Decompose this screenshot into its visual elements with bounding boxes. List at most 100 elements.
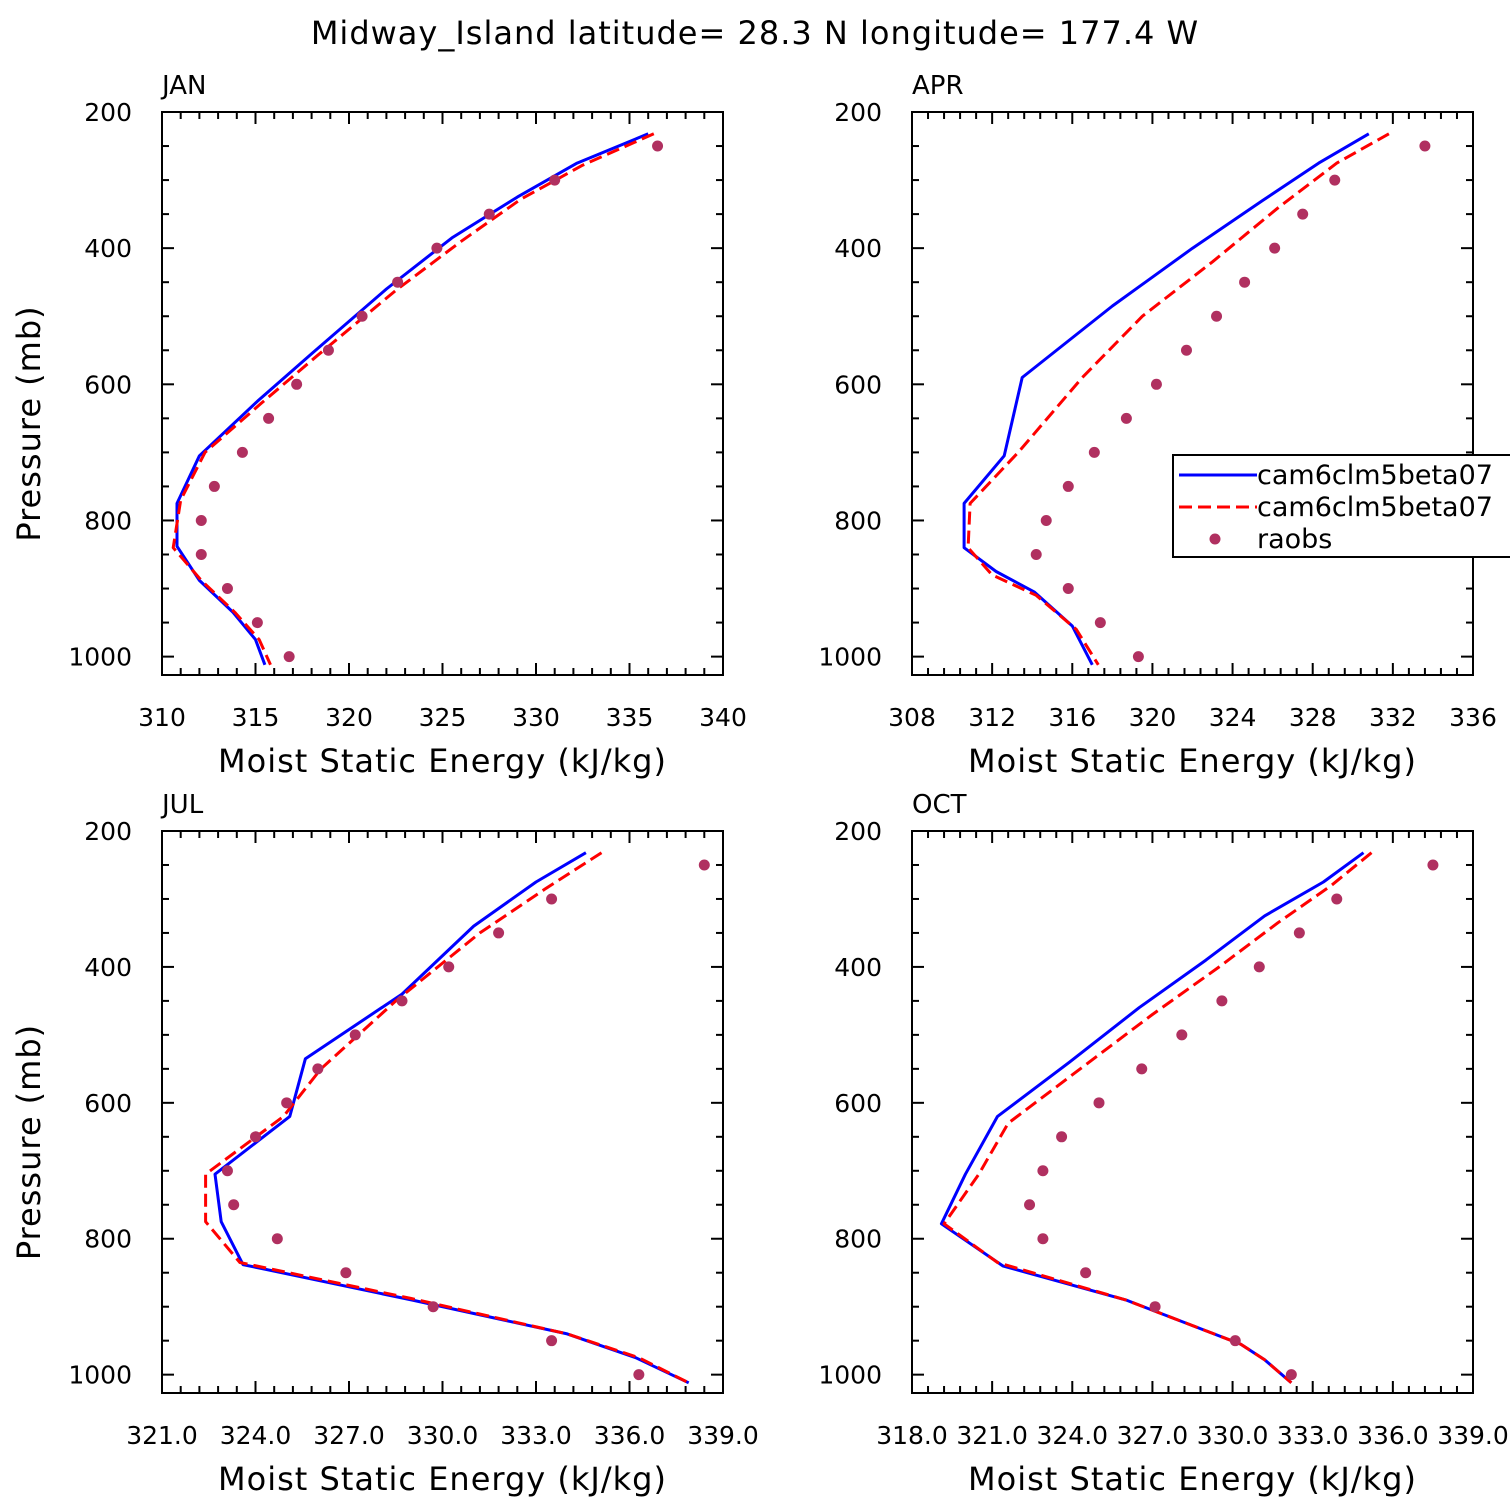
- raobs-point: [1024, 1199, 1036, 1211]
- y-tick-label: 1000: [818, 643, 882, 672]
- panel-label: JUL: [160, 790, 204, 820]
- y-tick-label: 600: [84, 1089, 132, 1118]
- x-tick-label: 327.0: [313, 1421, 385, 1450]
- raobs-point: [1132, 651, 1144, 663]
- x-tick-label: 328: [1289, 703, 1337, 732]
- raobs-point: [312, 1063, 324, 1075]
- panel-label: JAN: [160, 71, 206, 101]
- series-group: [939, 851, 1439, 1384]
- y-tick-label: 1000: [68, 1361, 132, 1390]
- y-tick-label: 800: [84, 506, 132, 535]
- raobs-point: [1239, 276, 1251, 288]
- raobs-point: [356, 310, 368, 322]
- raobs-point: [652, 140, 664, 152]
- panel-label: OCT: [912, 790, 967, 820]
- raobs-point: [1136, 1063, 1148, 1075]
- raobs-point: [251, 617, 263, 629]
- y-tick-label: 400: [84, 234, 132, 263]
- y-tick-label: 400: [834, 953, 882, 982]
- raobs-point: [1030, 549, 1042, 561]
- raobs-point: [1120, 412, 1132, 424]
- legend-label: raobs: [1257, 524, 1332, 555]
- raobs-point: [236, 446, 248, 458]
- raobs-point: [1427, 859, 1439, 871]
- y-tick-label: 200: [834, 98, 882, 127]
- legend-label: cam6clm5beta07: [1257, 460, 1493, 491]
- plot-frame: [161, 830, 724, 1394]
- model-line-solid: [175, 132, 649, 666]
- raobs-point: [1056, 1131, 1068, 1143]
- x-tick-label: 324.0: [1036, 1421, 1108, 1450]
- y-tick-label: 400: [834, 234, 882, 263]
- raobs-point: [1253, 961, 1265, 973]
- raobs-point: [263, 412, 275, 424]
- y-axis-label: Pressure (mb): [10, 1024, 48, 1260]
- panel-label: APR: [912, 71, 964, 101]
- raobs-point: [1062, 583, 1074, 595]
- raobs-point: [1062, 480, 1074, 492]
- panel-oct: OCT 318.0 321.0 324.0 327.0 330.0 333.0 336.0 33…: [818, 790, 1508, 1498]
- x-tick-label: 332: [1369, 703, 1417, 732]
- x-tick-label: 321.0: [956, 1421, 1028, 1450]
- y-tick-label: 200: [834, 817, 882, 846]
- raobs-point: [549, 174, 561, 186]
- x-tick-label: 320: [325, 703, 373, 732]
- model-line-dashed: [204, 851, 690, 1385]
- x-tick-label: 324.0: [220, 1421, 292, 1450]
- y-tick-label: 800: [84, 1225, 132, 1254]
- x-tick-label: 308: [888, 703, 936, 732]
- plot-frame: [911, 830, 1474, 1394]
- raobs-point: [1293, 927, 1305, 939]
- legend-label: cam6clm5beta07: [1257, 492, 1493, 523]
- x-tick-label: 330.0: [1197, 1421, 1269, 1450]
- raobs-point: [1094, 617, 1106, 629]
- model-line-solid: [962, 132, 1370, 666]
- x-tick-label: 325: [419, 703, 467, 732]
- panel-jan: JAN 310 315 320 325 330 335 340 200 400 600 800 1000…: [10, 71, 747, 780]
- raobs-point: [1150, 378, 1162, 390]
- raobs-point: [633, 1369, 645, 1381]
- raobs-point: [1329, 174, 1341, 186]
- panel-jul: JUL 321.0 324.0 327.0 330.0 333.0 336.0 339.0 20…: [10, 790, 759, 1498]
- raobs-point: [195, 549, 207, 561]
- model-line-solid: [213, 851, 690, 1385]
- raobs-point: [1088, 446, 1100, 458]
- raobs-point: [1211, 310, 1223, 322]
- raobs-point: [443, 961, 455, 973]
- series-group: [204, 851, 710, 1385]
- raobs-point: [1285, 1369, 1297, 1381]
- series-group: [171, 132, 664, 666]
- x-tick-label: 316: [1048, 703, 1096, 732]
- y-axis-label: Pressure (mb): [10, 305, 48, 541]
- x-tick-label: 335: [606, 703, 654, 732]
- raobs-point: [483, 208, 495, 220]
- model-line-dashed: [171, 132, 655, 666]
- raobs-point: [250, 1131, 261, 1143]
- x-tick-label: 336.0: [594, 1421, 666, 1450]
- x-tick-label: 333.0: [500, 1421, 572, 1450]
- raobs-point: [392, 276, 404, 288]
- raobs-point: [228, 1199, 240, 1211]
- raobs-point: [546, 1335, 558, 1347]
- x-tick-label: 330.0: [407, 1421, 479, 1450]
- x-tick-label: 327.0: [1117, 1421, 1189, 1450]
- raobs-point: [1269, 242, 1281, 254]
- y-tick-label: 1000: [68, 643, 132, 672]
- plot-frame: [911, 111, 1474, 676]
- y-tick-label: 800: [834, 1225, 882, 1254]
- x-tick-label: 339.0: [1437, 1421, 1509, 1450]
- series-group: [962, 132, 1431, 666]
- raobs-point: [221, 583, 233, 595]
- x-tick-label: 320: [1129, 703, 1177, 732]
- x-tick-label: 321.0: [126, 1421, 198, 1450]
- x-tick-label: 318.0: [876, 1421, 948, 1450]
- raobs-point: [1176, 1029, 1188, 1041]
- raobs-point: [1037, 1233, 1049, 1245]
- x-tick-label: 340: [699, 703, 747, 732]
- y-tick-label: 600: [84, 370, 132, 399]
- raobs-point: [1331, 893, 1343, 905]
- y-tick-label: 600: [834, 1089, 882, 1118]
- raobs-point: [291, 378, 303, 390]
